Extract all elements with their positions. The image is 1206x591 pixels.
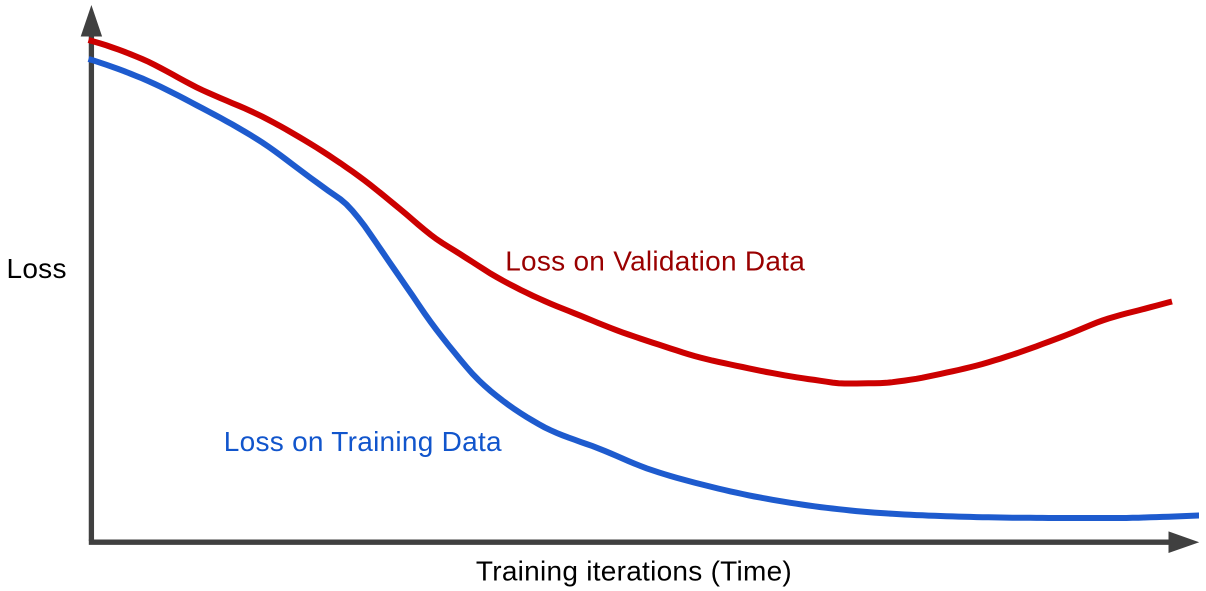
svg-text:Training iterations (Time): Training iterations (Time): [476, 556, 792, 587]
svg-text:Loss on Validation Data: Loss on Validation Data: [505, 246, 805, 277]
svg-text:Loss: Loss: [7, 253, 67, 284]
svg-text:Loss on Training Data: Loss on Training Data: [224, 426, 502, 457]
